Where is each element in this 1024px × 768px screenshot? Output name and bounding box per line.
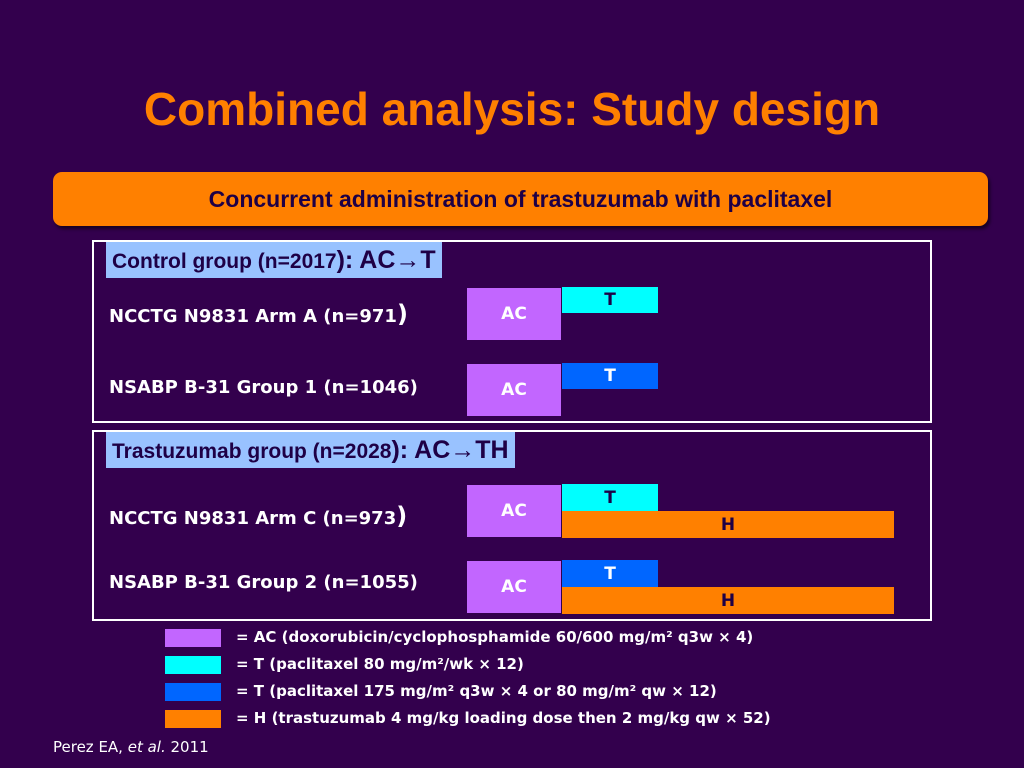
arm-label-ncctg-a: NCCTG N9831 Arm A (n=971) — [109, 300, 408, 328]
t-3weekly-block: T — [562, 560, 658, 587]
control-group-panel — [92, 240, 932, 423]
arm-label-nsabp-2: NSABP B-31 Group 2 (n=1055) — [109, 572, 418, 593]
trastuzumab-group-regimen: ): AC→TH — [391, 436, 509, 464]
trastuzumab-group-panel — [92, 430, 932, 621]
citation-author: Perez EA, — [53, 738, 128, 756]
t-weekly-block: T — [562, 287, 658, 313]
h-block: H — [562, 587, 894, 614]
legend-text-h: = H (trastuzumab 4 mg/kg loading dose th… — [236, 709, 771, 727]
t-3weekly-block: T — [562, 363, 658, 389]
citation-year: 2011 — [165, 738, 209, 756]
legend-text-t-3weekly: = T (paclitaxel 175 mg/m² q3w × 4 or 80 … — [236, 682, 717, 700]
slide-title: Combined analysis: Study design — [143, 83, 881, 135]
legend-text-ac: = AC (doxorubicin/cyclophosphamide 60/60… — [236, 628, 754, 646]
trastuzumab-group-label-text: Trastuzumab group (n=2028 — [112, 440, 392, 463]
t-weekly-block: T — [562, 484, 658, 511]
control-group-label: Control group (n=2017): AC→T — [106, 242, 442, 278]
ac-block: AC — [466, 363, 562, 417]
control-group-label-text: Control group (n=2017 — [112, 250, 337, 273]
h-block: H — [562, 511, 894, 538]
arm-label-ncctg-c: NCCTG N9831 Arm C (n=973) — [109, 502, 407, 530]
arm-paren: ) — [396, 300, 408, 328]
arm-name: NCCTG N9831 Arm A (n=971 — [109, 306, 397, 327]
legend-text-t-weekly: = T (paclitaxel 80 mg/m²/wk × 12) — [236, 655, 524, 673]
arm-paren: ) — [396, 502, 408, 530]
legend-swatch-t-weekly — [165, 656, 221, 674]
ac-block: AC — [466, 484, 562, 538]
trastuzumab-group-label: Trastuzumab group (n=2028): AC→TH — [106, 432, 515, 468]
citation-etal: et al. — [127, 738, 166, 756]
ac-block: AC — [466, 287, 562, 341]
arm-label-nsabp-1: NSABP B-31 Group 1 (n=1046) — [109, 377, 418, 398]
arm-name: NCCTG N9831 Arm C (n=973 — [109, 508, 397, 529]
ac-block: AC — [466, 560, 562, 614]
control-group-regimen: ): AC→T — [336, 246, 436, 274]
legend-swatch-ac — [165, 629, 221, 647]
citation: Perez EA, et al. 2011 — [53, 738, 209, 756]
banner: Concurrent administration of trastuzumab… — [53, 172, 988, 226]
legend-swatch-t-3weekly — [165, 683, 221, 701]
legend-swatch-h — [165, 710, 221, 728]
